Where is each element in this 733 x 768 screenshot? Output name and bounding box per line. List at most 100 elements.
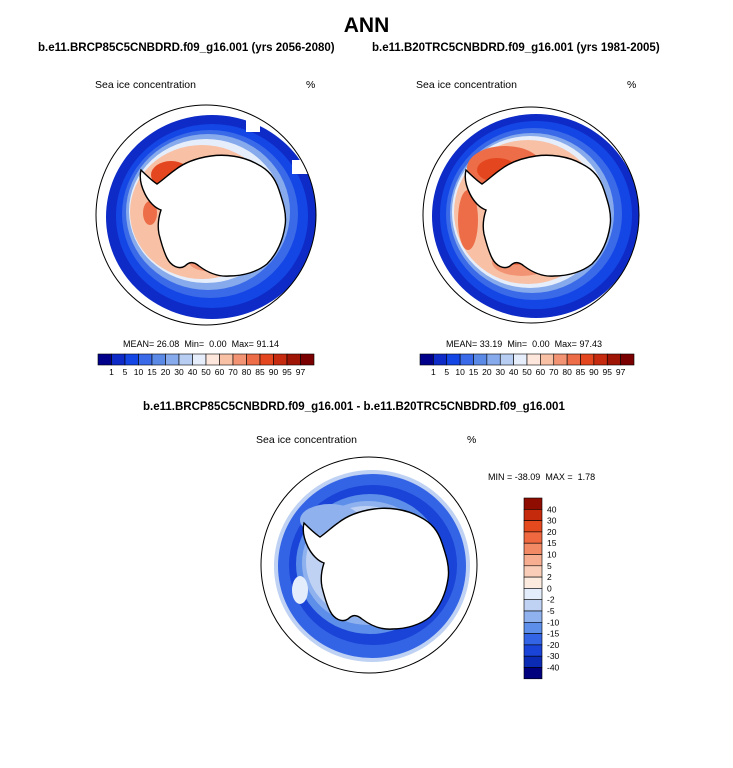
right-colorbar-swatch (459, 353, 474, 366)
right-map-border (422, 106, 640, 324)
left-colorbar-tick-label: 70 (228, 367, 238, 377)
right-colorbar-swatch (620, 353, 635, 366)
right-colorbar-tick-label: 30 (496, 367, 506, 377)
left-mean-value: 26.08 (156, 339, 180, 349)
diff-colorbar-swatch (523, 667, 543, 680)
diff-colorbar-swatch (523, 655, 543, 668)
right-colorbar-swatch (526, 353, 541, 366)
left-colorbar-swatch (205, 353, 220, 366)
right-colorbar-swatch (513, 353, 528, 366)
right-min-value: 0.00 (532, 339, 550, 349)
right-colorbar-tick-label: 80 (562, 367, 572, 377)
left-colorbar-tick-label: 95 (282, 367, 292, 377)
left-colorbar-swatch (259, 353, 274, 366)
left-map-border (95, 104, 317, 326)
left-colorbar-swatch (286, 353, 301, 366)
left-panel-case-title: b.e11.BRCP85C5CNBDRD.f09_g16.001 (yrs 20… (38, 42, 335, 54)
diff-units: % (467, 434, 477, 446)
left-colorbar-swatch (192, 353, 207, 366)
diff-colorbar-tick-label: -5 (547, 606, 555, 616)
right-colorbar-tick-label: 90 (589, 367, 599, 377)
right-min-label: Min= (507, 339, 528, 349)
diff-min-label: MIN = (488, 472, 513, 482)
left-colorbar-tick-label: 50 (201, 367, 211, 377)
left-min-value: 0.00 (209, 339, 227, 349)
right-colorbar-tick-label: 95 (603, 367, 613, 377)
diff-colorbar-swatch (523, 497, 543, 510)
right-colorbar-tick-label: 1 (431, 367, 436, 377)
diff-colorbar-swatch (523, 576, 543, 589)
left-colorbar-swatch (273, 353, 288, 366)
right-colorbar-swatch (593, 353, 608, 366)
left-colorbar-tick-label: 97 (296, 367, 306, 377)
diff-colorbar-swatch (523, 565, 543, 578)
left-colorbar-tick-label: 60 (215, 367, 225, 377)
right-colorbar-swatch (499, 353, 514, 366)
diff-colorbar-tick-label: -40 (547, 663, 560, 673)
diff-colorbar-swatch (523, 610, 543, 623)
left-colorbar-swatch (124, 353, 139, 366)
right-max-label: Max= (554, 339, 577, 349)
left-max-label: Max= (231, 339, 254, 349)
left-colorbar-tick-label: 90 (269, 367, 279, 377)
diff-colorbar-tick-label: 0 (547, 583, 552, 593)
right-colorbar-swatch (606, 353, 621, 366)
diff-colorbar-swatch (523, 531, 543, 544)
right-colorbar-tick-label: 15 (469, 367, 479, 377)
diff-colorbar-tick-label: -10 (547, 617, 560, 627)
left-min-label: Min= (184, 339, 205, 349)
left-colorbar-swatch (178, 353, 193, 366)
diff-max-value: 1.78 (577, 472, 596, 482)
right-panel-case-title: b.e11.B20TRC5CNBDRD.f09_g16.001 (yrs 198… (372, 42, 660, 54)
right-mean-label: MEAN= (446, 339, 478, 349)
left-stats: MEAN= 26.08 Min= 0.00 Max= 91.14 (123, 339, 279, 349)
right-colorbar: 1 5 10 15 20 30 40 50 60 70 80 85 90 95 97 (419, 353, 635, 377)
left-colorbar-swatch (111, 353, 126, 366)
left-colorbar-tick-label: 80 (242, 367, 252, 377)
left-max-value: 91.14 (256, 339, 279, 349)
right-colorbar-tick-label: 20 (482, 367, 492, 377)
left-colorbar-tick-label: 85 (255, 367, 265, 377)
diff-colorbar-tick-label: -2 (547, 595, 555, 605)
left-colorbar-tick-label: 1 (109, 367, 114, 377)
diff-colorbar-swatch (523, 508, 543, 521)
right-colorbar-swatch (433, 353, 448, 366)
diff-colorbar-tick-label: -15 (547, 629, 560, 639)
right-stats: MEAN= 33.19 Min= 0.00 Max= 97.43 (446, 339, 602, 349)
right-colorbar-swatch (566, 353, 581, 366)
right-colorbar-tick-label: 85 (576, 367, 586, 377)
diff-colorbar-swatch (523, 520, 543, 533)
right-colorbar-tick-label: 60 (536, 367, 546, 377)
right-polar-map (422, 106, 640, 324)
left-colorbar-swatch (97, 353, 112, 366)
diff-colorbar-tick-label: 30 (547, 516, 557, 526)
left-panel-units: % (306, 79, 316, 91)
right-colorbar-swatch (473, 353, 488, 366)
diff-colorbar-tick-label: 15 (547, 538, 557, 548)
right-colorbar-swatch (446, 353, 461, 366)
left-colorbar-swatch (246, 353, 261, 366)
diff-colorbar-swatch (523, 554, 543, 567)
right-colorbar-tick-label: 5 (444, 367, 449, 377)
diff-colorbar-tick-label: 40 (547, 504, 557, 514)
diff-colorbar-swatch (523, 644, 543, 657)
left-panel-variable: Sea ice concentration (95, 79, 196, 91)
figure-title: ANN (343, 14, 390, 37)
left-colorbar-tick-label: 15 (147, 367, 157, 377)
diff-colorbar-tick-label: 20 (547, 527, 557, 537)
diff-colorbar-swatch (523, 633, 543, 646)
diff-colorbar-swatch (523, 621, 543, 634)
right-colorbar-swatch (540, 353, 555, 366)
right-colorbar-tick-label: 40 (509, 367, 519, 377)
left-colorbar-swatch (138, 353, 153, 366)
diff-colorbar-tick-label: -20 (547, 640, 560, 650)
diff-colorbar-tick-label: 10 (547, 550, 557, 560)
diff-map-border (260, 456, 478, 674)
right-max-value: 97.43 (579, 339, 602, 349)
left-colorbar-tick-label: 30 (174, 367, 184, 377)
diff-colorbar-swatch (523, 599, 543, 612)
diff-stats: MIN = -38.09 MAX = 1.78 (488, 472, 595, 482)
diff-min-value: -38.09 (514, 472, 541, 482)
left-colorbar-swatch (219, 353, 234, 366)
